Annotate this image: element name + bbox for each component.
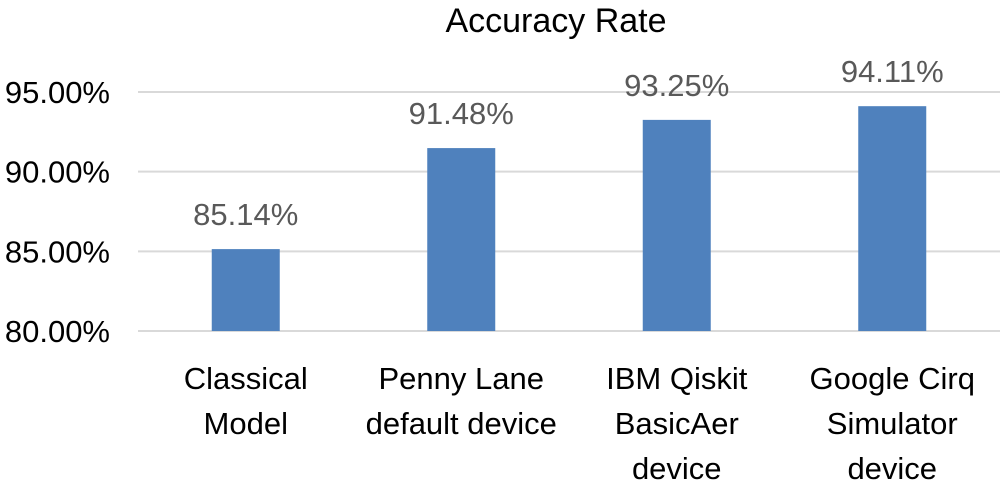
bar bbox=[642, 119, 711, 331]
category-label-line: BasicAer bbox=[615, 406, 739, 441]
data-label: 94.11% bbox=[841, 54, 944, 89]
data-labels: 85.14% 91.48% 93.25% 94.11% bbox=[193, 54, 943, 232]
data-label: 91.48% bbox=[409, 96, 514, 131]
y-tick-label: 80.00% bbox=[5, 314, 110, 349]
y-tick-label: 85.00% bbox=[5, 234, 110, 269]
category-label-line: default device bbox=[366, 406, 557, 441]
data-label: 85.14% bbox=[193, 197, 298, 232]
category-label-line: IBM Qiskit bbox=[606, 361, 748, 396]
bar bbox=[858, 106, 927, 331]
bar bbox=[427, 148, 496, 331]
bars bbox=[211, 106, 927, 331]
category-label-line: Classical bbox=[184, 361, 308, 396]
category-label: Classical Model bbox=[184, 361, 308, 441]
category-label: Google Cirq Simulator device bbox=[810, 361, 975, 481]
y-tick-label: 95.00% bbox=[5, 75, 110, 110]
chart-title: Accuracy Rate bbox=[445, 2, 666, 40]
category-label-line: Penny Lane bbox=[379, 361, 544, 396]
category-label-line: Simulator bbox=[827, 406, 958, 441]
data-label: 93.25% bbox=[624, 68, 729, 103]
category-label-line: Google Cirq bbox=[810, 361, 975, 396]
category-label-line: device bbox=[632, 451, 722, 481]
y-axis-tick-labels: 80.00% 85.00% 90.00% 95.00% bbox=[5, 75, 110, 349]
y-tick-label: 90.00% bbox=[5, 155, 110, 190]
category-label: IBM Qiskit BasicAer device bbox=[606, 361, 748, 481]
bar bbox=[211, 249, 280, 331]
category-label: Penny Lane default device bbox=[366, 361, 557, 441]
gridlines bbox=[138, 91, 1000, 332]
category-labels: Classical Model Penny Lane default device IB… bbox=[184, 361, 975, 481]
category-label-line: Model bbox=[204, 406, 288, 441]
category-label-line: device bbox=[847, 451, 937, 481]
